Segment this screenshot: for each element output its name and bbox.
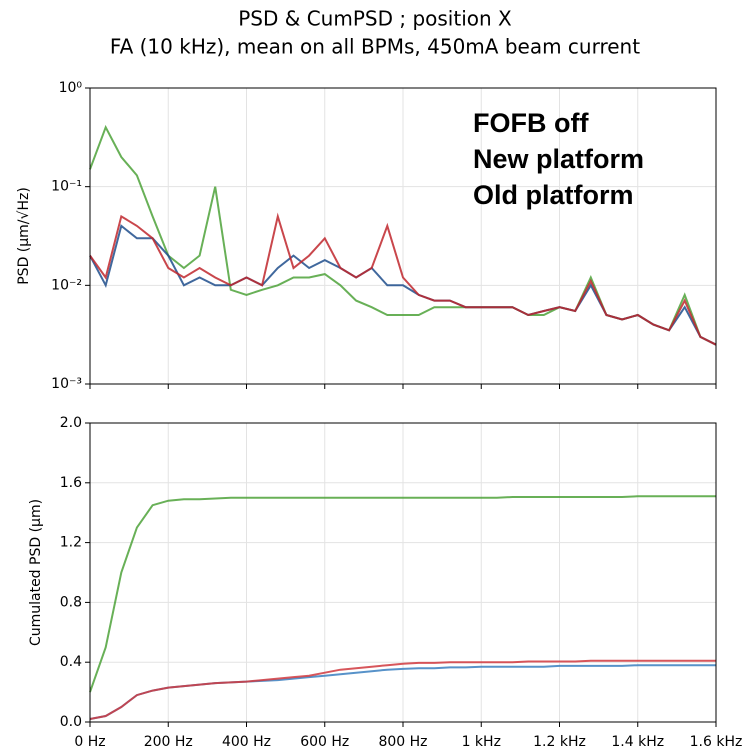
line-series [89, 212, 717, 346]
legend-label: Old platform [473, 180, 634, 210]
y-tick-label: 2.0 [60, 415, 82, 431]
plot-frame [89, 87, 717, 385]
y-axis-label: PSD (µm/√Hz) [16, 187, 32, 285]
y-tick-label: 10⁰ [59, 80, 83, 96]
x-tick-label: 200 Hz [144, 734, 193, 750]
x-tick-label: 1 kHz [462, 734, 501, 750]
x-tick-label: 1.6 kHz [690, 734, 743, 750]
plot-frame [89, 422, 717, 723]
y-tick-label: 1.6 [60, 475, 82, 491]
x-tick-label: 800 Hz [378, 734, 427, 750]
x-tick-label: 400 Hz [222, 734, 271, 750]
y-axis-label: Cumulated PSD (µm) [28, 499, 44, 646]
legend-label: FOFB off [473, 108, 589, 138]
chart-subtitle: FA (10 kHz), mean on all BPMs, 450mA bea… [110, 35, 640, 59]
legend-label: New platform [473, 144, 644, 174]
chart-title: PSD & CumPSD ; position X [238, 7, 512, 31]
y-tick-label: 1.2 [60, 535, 82, 551]
x-tick-label: 0 Hz [74, 734, 105, 750]
y-tick-label: 0.8 [60, 594, 82, 610]
y-tick-label: 0.0 [60, 714, 82, 730]
x-tick-label: 1.4 kHz [611, 734, 664, 750]
line-series [89, 495, 716, 693]
x-tick-label: 600 Hz [300, 734, 349, 750]
line-series [89, 659, 716, 720]
x-tick-label: 1.2 kHz [533, 734, 586, 750]
y-tick-label: 10⁻² [51, 277, 82, 293]
y-tick-label: 0.4 [60, 654, 82, 670]
y-tick-label: 10⁻¹ [51, 179, 82, 195]
y-tick-label: 10⁻³ [51, 376, 82, 392]
